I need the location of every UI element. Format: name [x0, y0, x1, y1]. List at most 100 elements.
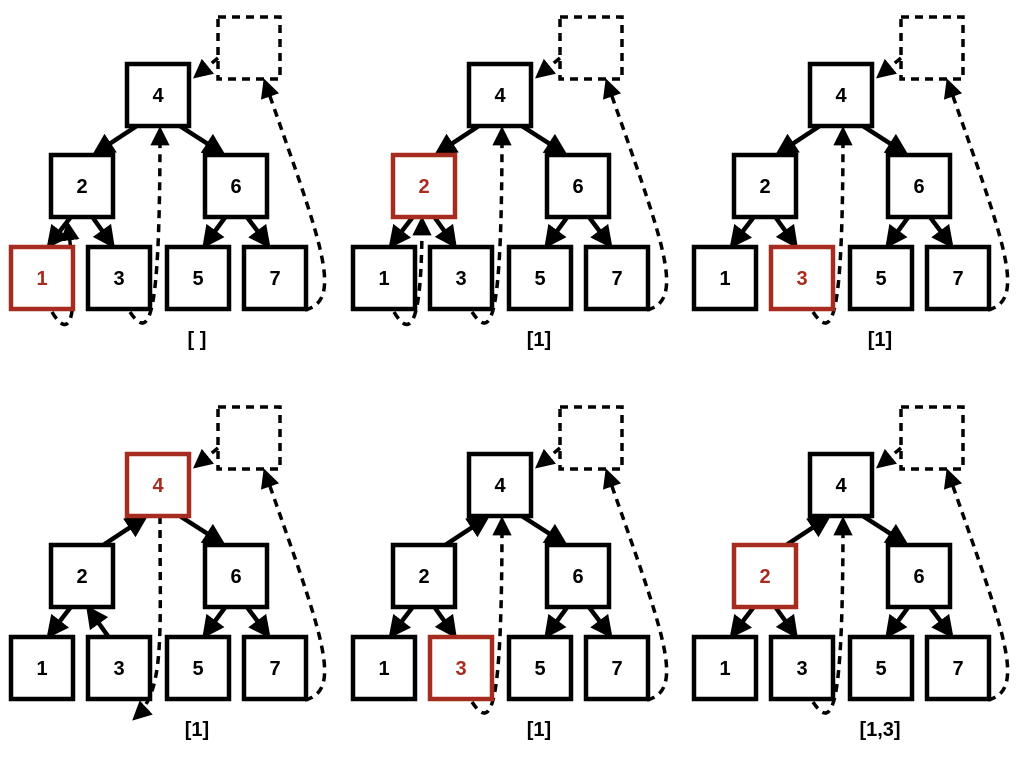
edge-2-1 — [388, 605, 415, 639]
node-5: 5 — [164, 634, 232, 702]
node-6: 6 — [202, 152, 270, 220]
node-box — [544, 542, 612, 610]
node-7: 7 — [924, 634, 992, 702]
edge-6-5 — [885, 215, 911, 249]
node-label: 6 — [230, 566, 241, 588]
node-label: 4 — [152, 85, 164, 107]
node-box — [885, 152, 953, 220]
node-label: 1 — [719, 658, 730, 680]
node-label: 6 — [913, 176, 924, 198]
node-box — [124, 61, 192, 129]
node-1: 1 — [691, 244, 759, 312]
node-label: 4 — [494, 475, 506, 497]
sentinel-link — [876, 56, 903, 79]
sentinel-link — [535, 446, 562, 469]
panel-6: 1 2 3 4 5 6 7 [1,3] — [691, 405, 1010, 741]
node-6: 6 — [202, 542, 270, 610]
panel-2: 1 2 3 4 5 6 7 [1] — [350, 15, 669, 351]
sentinel-node — [558, 15, 624, 81]
edge-6-7 — [245, 605, 271, 639]
node-box — [807, 61, 875, 129]
node-box — [847, 244, 915, 312]
edge-6-7 — [587, 605, 613, 639]
node-box — [924, 634, 992, 702]
node-label: 1 — [36, 658, 47, 680]
node-1: 1 — [691, 634, 759, 702]
thread-link-3 — [602, 78, 669, 312]
node-3: 3 — [85, 244, 153, 312]
edge-6-7 — [928, 215, 954, 249]
thread-link-2 — [943, 468, 1010, 702]
node-2: 2 — [48, 152, 116, 220]
node-4: 4 — [807, 61, 875, 129]
node-2: 2 — [390, 152, 458, 220]
node-box — [544, 152, 612, 220]
edge-2-4 — [785, 515, 832, 547]
node-box — [768, 634, 836, 702]
node-2: 2 — [731, 542, 799, 610]
node-box — [885, 542, 953, 610]
node-box — [390, 152, 458, 220]
node-label: 2 — [418, 176, 429, 198]
node-box — [85, 634, 153, 702]
node-box — [506, 634, 574, 702]
node-label: 5 — [875, 268, 886, 290]
node-box — [427, 244, 495, 312]
node-box — [691, 244, 759, 312]
edge-2-3 — [432, 215, 457, 249]
node-box — [768, 244, 836, 312]
node-label: 5 — [192, 658, 203, 680]
sentinel-link — [193, 56, 220, 79]
node-5: 5 — [847, 634, 915, 702]
node-box — [241, 634, 309, 702]
edge-4-6 — [861, 124, 909, 156]
node-6: 6 — [544, 152, 612, 220]
thread-link-1 — [392, 216, 432, 326]
sentinel-node — [899, 15, 965, 81]
node-4: 4 — [124, 451, 192, 519]
node-label: 4 — [494, 85, 506, 107]
node-6: 6 — [885, 542, 953, 610]
node-4: 4 — [807, 451, 875, 519]
output-list: [1,3] — [859, 719, 900, 741]
edge-4-6 — [861, 514, 909, 546]
node-7: 7 — [583, 634, 651, 702]
node-box — [350, 634, 418, 702]
edge-4-6 — [178, 514, 226, 546]
node-label: 4 — [152, 475, 164, 497]
node-label: 1 — [719, 268, 730, 290]
node-7: 7 — [241, 634, 309, 702]
edge-6-5 — [202, 215, 228, 249]
node-1: 1 — [350, 634, 418, 702]
node-2: 2 — [390, 542, 458, 610]
node-box — [583, 634, 651, 702]
node-6: 6 — [885, 152, 953, 220]
node-5: 5 — [506, 244, 574, 312]
node-box — [583, 244, 651, 312]
node-5: 5 — [506, 634, 574, 702]
edge-2-3 — [773, 215, 798, 249]
node-label: 7 — [611, 268, 622, 290]
node-label: 4 — [835, 85, 847, 107]
node-label: 6 — [230, 176, 241, 198]
node-label: 6 — [913, 566, 924, 588]
node-box — [241, 244, 309, 312]
node-2: 2 — [731, 152, 799, 220]
edge-2-4 — [444, 515, 491, 547]
edge-3-2 — [86, 605, 111, 639]
node-box — [350, 244, 418, 312]
node-label: 4 — [835, 475, 847, 497]
node-label: 7 — [269, 268, 280, 290]
output-list: [1] — [527, 329, 551, 351]
node-3: 3 — [768, 244, 836, 312]
thread-link-2 — [602, 468, 669, 702]
node-box — [466, 451, 534, 519]
node-label: 5 — [534, 268, 545, 290]
node-box — [48, 152, 116, 220]
sentinel-node — [216, 405, 282, 471]
output-list: [1] — [868, 329, 892, 351]
node-label: 7 — [269, 658, 280, 680]
edge-6-5 — [202, 605, 228, 639]
edge-4-6 — [178, 124, 226, 156]
